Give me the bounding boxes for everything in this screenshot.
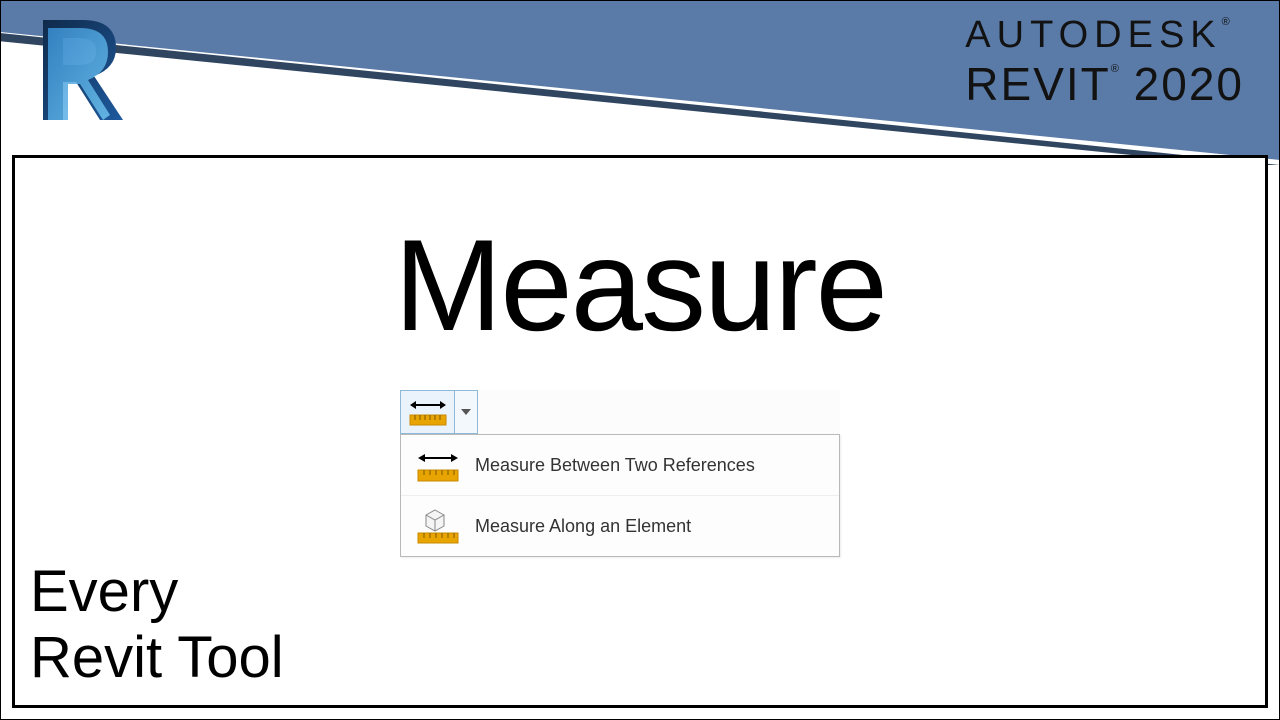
chevron-down-icon	[461, 409, 471, 415]
brand-line1-text: AUTODESK	[965, 14, 1221, 56]
measure-along-icon	[415, 506, 461, 546]
measure-along-element-item[interactable]: Measure Along an Element	[401, 496, 839, 556]
registered-mark: ®	[1222, 16, 1230, 28]
measure-ruler-icon	[408, 395, 448, 429]
series-subtitle: Every Revit Tool	[30, 559, 284, 692]
page-title: Measure	[394, 210, 886, 360]
measure-button-main[interactable]	[401, 391, 455, 433]
measure-button-dropdown-arrow[interactable]	[455, 391, 477, 433]
brand-block: AUTODESK® REVIT® 2020	[965, 14, 1244, 111]
registered-mark-2: ®	[1111, 63, 1119, 75]
subtitle-line-2: Revit Tool	[30, 625, 284, 692]
measure-split-button[interactable]	[400, 390, 478, 434]
measure-dropdown-panel: Measure Between Two References	[400, 434, 840, 557]
brand-revit-text: REVIT	[965, 58, 1110, 110]
revit-logo-icon	[28, 10, 128, 130]
subtitle-line-1: Every	[30, 559, 284, 626]
brand-year: 2020	[1134, 58, 1244, 110]
measure-between-two-references-item[interactable]: Measure Between Two References	[401, 435, 839, 496]
dropdown-item-label: Measure Along an Element	[475, 516, 691, 537]
measure-dropdown-widget: Measure Between Two References	[400, 390, 840, 557]
brand-revit-2020: REVIT® 2020	[965, 57, 1244, 111]
dropdown-item-label: Measure Between Two References	[475, 455, 755, 476]
brand-autodesk: AUTODESK®	[965, 14, 1244, 57]
measure-two-refs-icon	[415, 445, 461, 485]
